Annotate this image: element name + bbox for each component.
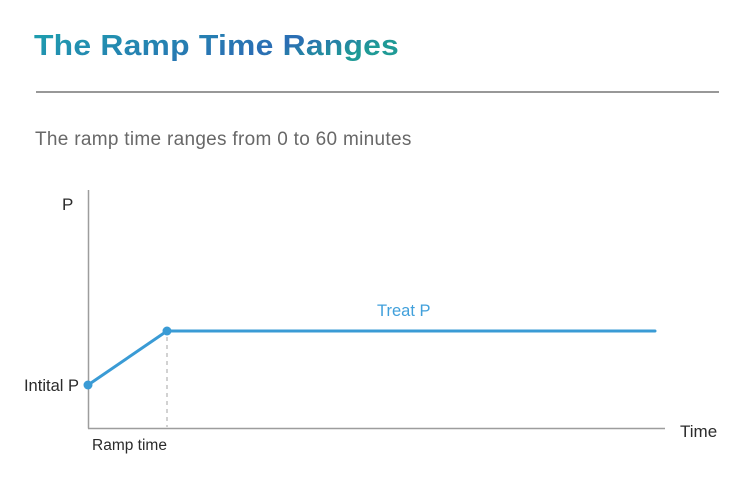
initial-p-point [83,380,93,390]
initial-p-label: Intital P [24,377,79,395]
y-axis-label: P [62,195,73,214]
page-subtitle: The ramp time ranges from 0 to 60 minute… [35,129,412,150]
ramp-end-point [162,326,172,336]
page-title: The Ramp Time Ranges [34,30,399,62]
page-title-text: The Ramp Time Ranges [34,30,399,62]
x-axis-label: Time [680,422,717,441]
ramp-time-label: Ramp time [92,437,167,454]
treat-p-label: Treat P [377,302,431,320]
title-divider [36,91,719,93]
pressure-line [86,329,657,387]
